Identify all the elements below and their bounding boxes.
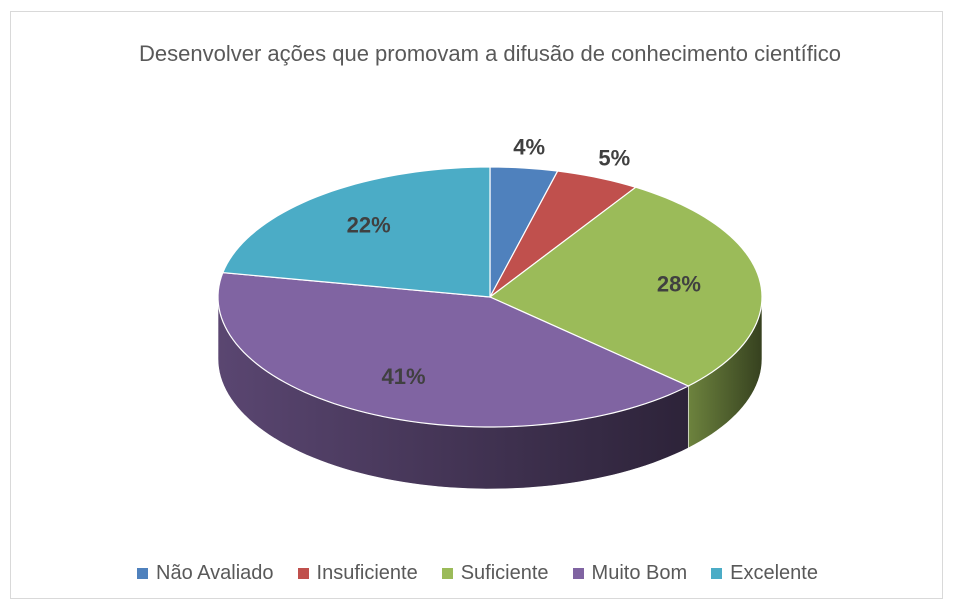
legend-label: Muito Bom (591, 562, 688, 584)
legend-label: Não Avaliado (156, 562, 274, 584)
legend-swatch (137, 568, 149, 579)
legend-label: Excelente (730, 562, 818, 584)
legend-label: Suficiente (460, 562, 549, 584)
slice (488, 186, 763, 387)
data-label: 28% (657, 271, 701, 296)
legend-item: Não Avaliado (137, 562, 274, 585)
legend-swatch (441, 568, 453, 579)
chart-frame (10, 11, 943, 599)
legend-swatch (711, 568, 723, 579)
legend-item: Suficiente (441, 562, 549, 585)
legend-item: Excelente (711, 562, 818, 585)
legend-swatch (572, 568, 584, 579)
slice (221, 166, 491, 298)
legend-item: Insuficiente (297, 562, 418, 585)
data-label: 4% (513, 134, 545, 159)
legend-item: Muito Bom (572, 562, 688, 585)
legend: Não Avaliado Insuficiente Suficiente Muito … (0, 562, 955, 585)
chart-title: Desenvolver ações que promovam a difusão… (139, 41, 841, 66)
legend-label: Insuficiente (316, 562, 418, 584)
data-label: 41% (382, 364, 426, 389)
slice (489, 170, 638, 298)
legend-swatch (297, 568, 309, 579)
data-label: 22% (347, 213, 391, 238)
data-label: 5% (598, 146, 630, 171)
slice (217, 272, 690, 428)
